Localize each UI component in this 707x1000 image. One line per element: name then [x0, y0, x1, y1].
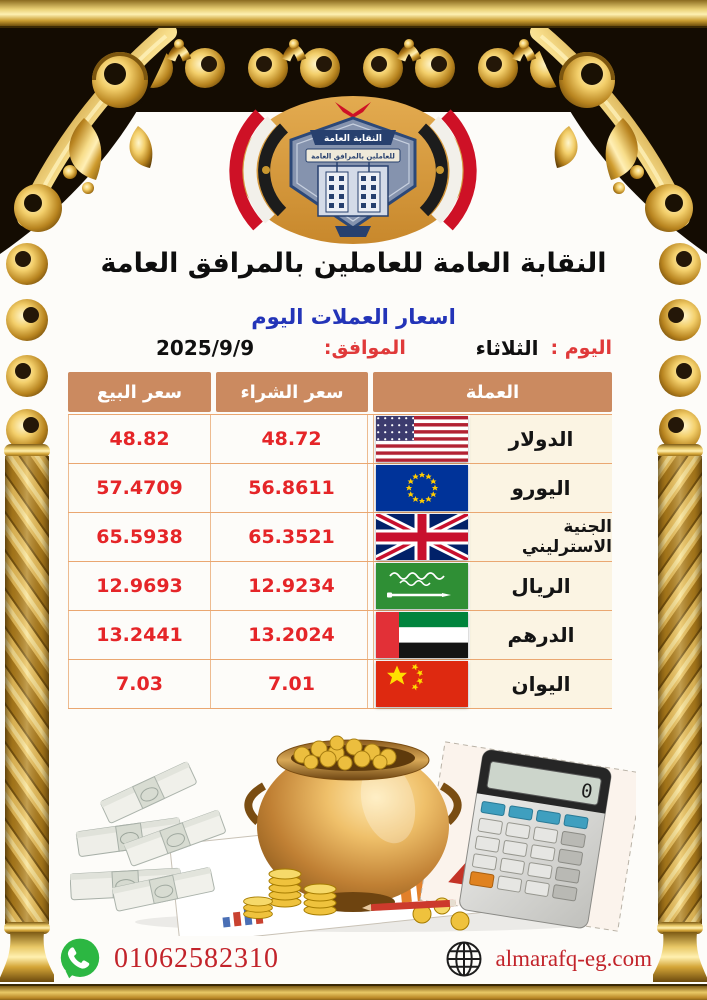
emblem-subtitle: للعاملين بالمرافق العامة [311, 153, 395, 161]
corner-ornament-top-left [0, 22, 180, 257]
usa-flag-icon [376, 416, 468, 462]
money-stacks [70, 761, 226, 912]
rope-column-left [0, 243, 54, 982]
currency-name: الريال [470, 562, 612, 610]
table-row: 7.03 7.01 اليوان [68, 660, 612, 709]
date-value: 2025/9/9 [156, 336, 255, 360]
day-label: اليوم : [550, 337, 612, 359]
china-flag-icon [376, 661, 468, 707]
date-label: الموافق: [323, 337, 406, 359]
uae-flag-icon [376, 612, 468, 658]
sell-price: 57.4709 [68, 464, 211, 512]
table-row: 12.9693 12.9234 الريال [68, 562, 612, 611]
buy-price: 7.01 [216, 660, 368, 708]
sell-price: 48.82 [68, 415, 211, 463]
currency-name: اليورو [470, 464, 612, 512]
calculator-display: 0 [579, 780, 594, 804]
website-url: almarafq-eg.com [495, 946, 652, 971]
header-currency: العملة [373, 372, 612, 412]
globe-icon [446, 941, 482, 977]
table-row: 48.82 48.72 الدولار [68, 415, 612, 464]
sell-price: 13.2441 [68, 611, 211, 659]
currency-name: الجنية الاسترليني [470, 513, 612, 561]
rates-table: سعر البيع سعر الشراء العملة 48.82 48.72 … [68, 372, 612, 709]
buy-price: 65.3521 [216, 513, 368, 561]
header-buy: سعر الشراء [216, 372, 368, 412]
union-emblem: النقابة العامة للعاملين بالمرافق العامة [289, 116, 417, 237]
buy-price: 12.9234 [216, 562, 368, 610]
table-header-row: سعر البيع سعر الشراء العملة [68, 372, 612, 412]
rope-column-right [653, 243, 707, 982]
table-row: 65.5938 65.3521 الجنية الاسترليني [68, 513, 612, 562]
day-value: الثلاثاء [475, 336, 539, 360]
header-sell: سعر البيع [68, 372, 211, 412]
union-logo: النقابة العامة للعاملين بالمرافق العامة [229, 96, 477, 244]
coin-stacks [243, 868, 470, 931]
saudi-arabia-flag-icon [376, 563, 468, 609]
footer: 01062582310 almarafq-eg.com [56, 934, 652, 984]
org-title: النقابة العامة للعاملين بالمرافق العامة [100, 248, 607, 279]
buy-price: 56.8611 [216, 464, 368, 512]
egypt-flag-right [417, 109, 477, 231]
whatsapp-icon [60, 938, 100, 979]
buy-price: 48.72 [216, 415, 368, 463]
sell-price: 7.03 [68, 660, 211, 708]
red-marker [362, 899, 457, 912]
money-illustration: 0 [70, 735, 636, 936]
emblem-title: النقابة العامة [324, 134, 382, 144]
frame-top-bar [0, 0, 707, 28]
egypt-flag-left [229, 109, 289, 231]
table-row: 57.4709 56.8611 اليورو [68, 464, 612, 513]
uk-flag-icon [376, 514, 468, 560]
sell-price: 12.9693 [68, 562, 211, 610]
buy-price: 13.2024 [216, 611, 368, 659]
calculator: 0 [459, 749, 612, 929]
currency-name: اليوان [470, 660, 612, 708]
currency-name: الدرهم [470, 611, 612, 659]
currency-name: الدولار [470, 415, 612, 463]
frame-bottom-bar [0, 984, 707, 1000]
sell-price: 65.5938 [68, 513, 211, 561]
page-subtitle: اسعار العملات اليوم [251, 305, 456, 329]
table-row: 13.2441 13.2024 الدرهم [68, 611, 612, 660]
eu-flag-icon [376, 465, 468, 511]
phone-number: 01062582310 [114, 943, 279, 974]
corner-ornament-top-right [527, 22, 707, 257]
date-row: اليوم : الثلاثاء الموافق: 2025/9/9 [68, 336, 612, 360]
